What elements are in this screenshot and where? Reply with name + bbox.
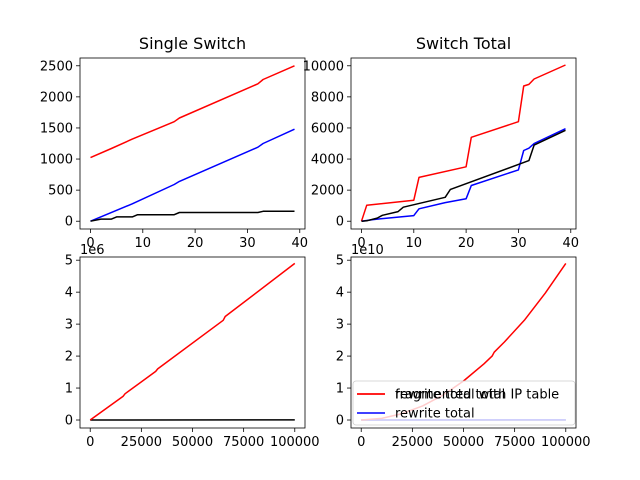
series-line-2 (90, 128, 295, 222)
x-tick-label: 10 (406, 236, 423, 251)
y-tick-label: 3 (65, 318, 73, 333)
y-tick-label: 0 (336, 215, 344, 230)
subplot-1: 0 10 20 30 40 0 500 1000 1500 2000 2500 Single Swit… (40, 34, 308, 251)
x-tick-label: 50000 (443, 435, 484, 450)
x-tick-label: 100000 (270, 435, 320, 450)
y-tick-label: 4000 (311, 153, 344, 168)
x-tick-label: 30 (239, 236, 256, 251)
y-tick-label: 5 (336, 254, 344, 269)
y-tick-label: 1500 (40, 121, 73, 136)
y-tick-label: 1 (336, 382, 344, 397)
y-tick-label: 6000 (311, 121, 344, 136)
series-line-1 (360, 64, 566, 222)
x-tick-label: 30 (510, 236, 527, 251)
x-tick-label: 75000 (494, 435, 535, 450)
y-tick-label: 2000 (311, 184, 344, 199)
series-line-2 (89, 262, 296, 421)
y-tick-label: 3 (336, 318, 344, 333)
y-tick-label: 0 (65, 414, 73, 429)
y-tick-label: 5 (65, 254, 73, 269)
x-tick-label: 100000 (541, 435, 591, 450)
axes-frame (350, 57, 577, 230)
series-line-3 (361, 129, 566, 222)
x-tick-label: 50000 (172, 435, 213, 450)
y-tick-label: 4 (65, 286, 73, 301)
x-tick-label: 0 (86, 435, 94, 450)
x-tick-label: 25000 (392, 435, 433, 450)
x-tick-label: 75000 (223, 435, 264, 450)
legend-box (352, 380, 576, 426)
legend-label: fragmented total (395, 388, 505, 403)
y-tick-label: 2 (336, 350, 344, 365)
chart-title: Switch Total (416, 34, 511, 53)
axis-offset-label: 1e10 (351, 243, 384, 258)
y-tick-label: 1000 (40, 153, 73, 168)
series-line-3 (90, 210, 295, 222)
x-tick-label: 20 (187, 236, 204, 251)
legend-label: rewrite total (395, 407, 475, 422)
legend-label: rewrite total with IP table (395, 388, 559, 403)
axes-frame (79, 57, 306, 230)
y-tick-label: 500 (48, 184, 73, 199)
x-tick-label: 40 (562, 236, 579, 251)
y-tick-label: 2500 (40, 59, 73, 74)
legend: rewrite total with IP table rewrite total… (352, 380, 576, 426)
y-tick-label: 2 (65, 350, 73, 365)
x-tick-label: 0 (86, 236, 94, 251)
subplot-3: 0 25000 50000 75000 100000 0 1 2 3 4 5 1e6 (65, 243, 320, 450)
y-tick-label: 1 (65, 382, 73, 397)
series-line-2 (361, 128, 566, 222)
x-tick-label: 40 (291, 236, 308, 251)
x-tick-label: 25000 (121, 435, 162, 450)
subplot-4: 0 25000 50000 75000 100000 0 1 2 3 4 5 1e10 rewrite … (336, 243, 591, 450)
x-tick-label: 0 (357, 236, 365, 251)
y-tick-label: 0 (336, 414, 344, 429)
series-line-1 (90, 65, 295, 159)
x-tick-label: 10 (135, 236, 152, 251)
axis-offset-label: 1e6 (80, 243, 105, 258)
y-tick-label: 0 (65, 215, 73, 230)
x-tick-label: 0 (357, 435, 365, 450)
y-tick-label: 10000 (303, 59, 344, 74)
x-tick-label: 20 (458, 236, 475, 251)
y-tick-label: 4 (336, 286, 344, 301)
chart-title: Single Switch (139, 34, 246, 53)
subplot-2: 0 10 20 30 40 0 2000 4000 6000 8000 10000 Switch To… (303, 34, 579, 251)
y-tick-label: 8000 (311, 90, 344, 105)
y-tick-label: 2000 (40, 90, 73, 105)
